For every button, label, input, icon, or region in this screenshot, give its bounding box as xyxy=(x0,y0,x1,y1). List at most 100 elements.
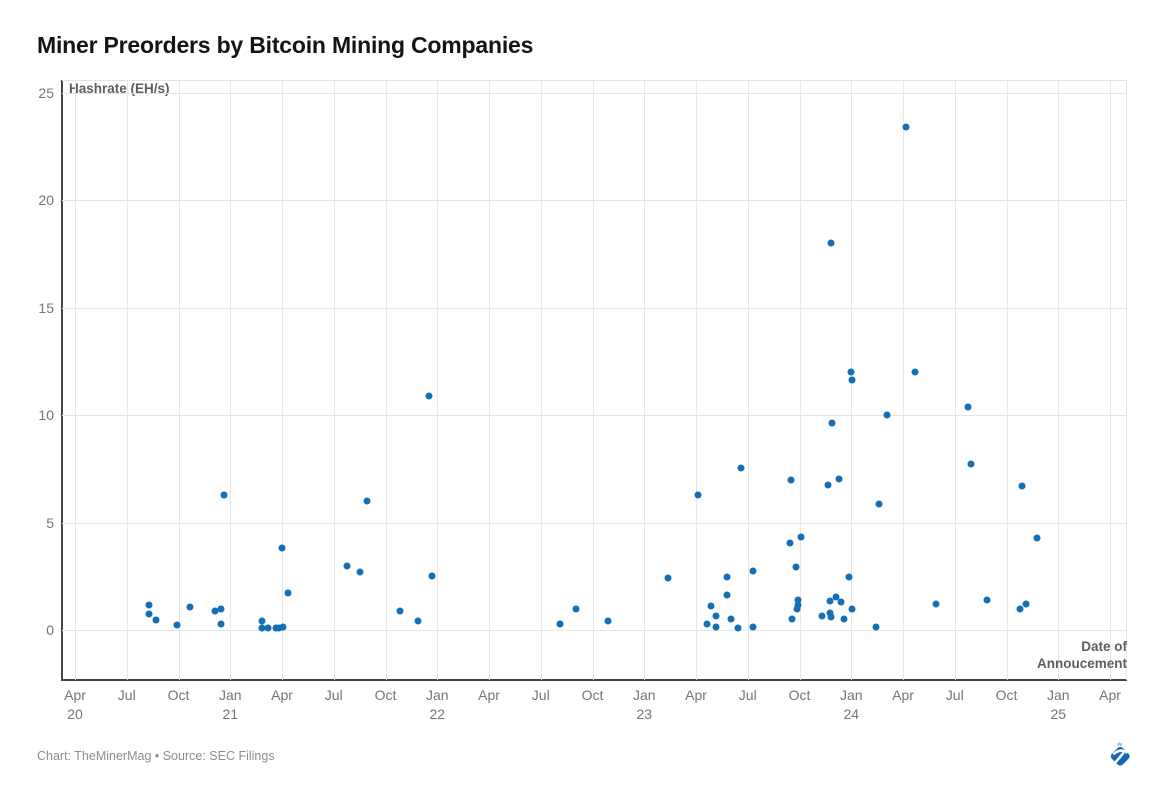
x-tick-month: Jul xyxy=(738,687,757,703)
data-point[interactable] xyxy=(983,596,991,604)
gridline-vertical xyxy=(903,80,904,680)
data-point[interactable] xyxy=(872,623,880,631)
data-point[interactable] xyxy=(428,572,436,580)
data-point[interactable] xyxy=(883,411,891,419)
gridline-horizontal xyxy=(62,307,1127,309)
data-point[interactable] xyxy=(845,573,853,581)
gridline-vertical xyxy=(1110,80,1111,680)
x-tick-label: Jan 24 xyxy=(840,686,863,724)
data-point[interactable] xyxy=(703,620,711,628)
y-tick-label: 10 xyxy=(38,407,54,424)
data-point[interactable] xyxy=(832,593,840,601)
x-tick-month: Apr xyxy=(64,687,86,703)
data-point[interactable] xyxy=(737,464,745,472)
data-point[interactable] xyxy=(278,544,286,552)
data-point[interactable] xyxy=(186,603,194,611)
x-tick-month: Apr xyxy=(892,687,914,703)
data-point[interactable] xyxy=(211,607,219,615)
data-point[interactable] xyxy=(787,476,795,484)
x-tick-month: Jul xyxy=(324,687,343,703)
theminermag-pickaxe-logo[interactable] xyxy=(1104,740,1136,772)
data-point[interactable] xyxy=(727,615,735,623)
data-point[interactable] xyxy=(145,601,153,609)
data-point[interactable] xyxy=(797,533,805,541)
data-point[interactable] xyxy=(723,573,731,581)
data-point[interactable] xyxy=(572,605,580,613)
data-point[interactable] xyxy=(911,368,919,376)
data-point[interactable] xyxy=(848,376,856,384)
data-point[interactable] xyxy=(425,392,433,400)
x-tick-month: Oct xyxy=(788,687,811,703)
y-tick-label: 0 xyxy=(46,622,54,638)
gridline-vertical xyxy=(75,80,76,680)
data-point[interactable] xyxy=(220,491,228,499)
data-point[interactable] xyxy=(827,239,835,247)
data-point[interactable] xyxy=(788,615,796,623)
data-point[interactable] xyxy=(694,491,702,499)
data-point[interactable] xyxy=(707,602,715,610)
data-point[interactable] xyxy=(848,605,856,613)
data-point[interactable] xyxy=(1018,482,1026,490)
data-point[interactable] xyxy=(556,620,564,628)
data-point[interactable] xyxy=(828,419,836,427)
x-tick-year: 21 xyxy=(222,706,239,722)
data-point[interactable] xyxy=(272,624,280,632)
data-point[interactable] xyxy=(396,607,404,615)
y-tick-label: 25 xyxy=(38,85,54,101)
data-point[interactable] xyxy=(712,623,720,631)
x-tick-label: Apr xyxy=(478,686,500,705)
data-point[interactable] xyxy=(279,623,287,631)
data-point[interactable] xyxy=(414,617,422,625)
data-point[interactable] xyxy=(1016,605,1024,613)
data-point[interactable] xyxy=(1022,600,1030,608)
data-point[interactable] xyxy=(902,123,910,131)
data-point[interactable] xyxy=(826,609,834,617)
data-point[interactable] xyxy=(793,605,801,613)
data-point[interactable] xyxy=(964,403,972,411)
data-point[interactable] xyxy=(363,497,371,505)
data-point[interactable] xyxy=(837,598,845,606)
data-point[interactable] xyxy=(827,613,835,621)
data-point[interactable] xyxy=(712,612,720,620)
data-point[interactable] xyxy=(967,460,975,468)
data-point[interactable] xyxy=(145,610,153,618)
gridline-vertical xyxy=(592,80,594,680)
data-point[interactable] xyxy=(664,574,672,582)
x-tick-month: Oct xyxy=(374,687,397,703)
data-point[interactable] xyxy=(343,562,351,570)
data-point[interactable] xyxy=(152,616,160,624)
data-point[interactable] xyxy=(792,563,800,571)
data-point[interactable] xyxy=(173,621,181,629)
data-point[interactable] xyxy=(875,500,883,508)
data-point[interactable] xyxy=(824,481,832,489)
x-tick-month: Jan xyxy=(632,687,656,703)
data-point[interactable] xyxy=(275,624,283,632)
data-point[interactable] xyxy=(835,475,843,483)
data-point[interactable] xyxy=(749,567,757,575)
data-point[interactable] xyxy=(264,624,272,632)
gridline-vertical xyxy=(385,80,387,680)
data-point[interactable] xyxy=(826,597,834,605)
x-tick-label: Oct xyxy=(375,686,397,705)
data-point[interactable] xyxy=(734,624,742,632)
gridline-vertical xyxy=(954,80,956,680)
data-point[interactable] xyxy=(786,539,794,547)
data-point[interactable] xyxy=(604,617,612,625)
data-point[interactable] xyxy=(258,617,266,625)
logo-crown-icon xyxy=(1116,741,1123,747)
data-point[interactable] xyxy=(794,596,802,604)
data-point[interactable] xyxy=(818,612,826,620)
data-point[interactable] xyxy=(932,600,940,608)
data-point[interactable] xyxy=(258,624,266,632)
data-point[interactable] xyxy=(217,620,225,628)
data-point[interactable] xyxy=(356,568,364,576)
x-tick-label: Apr xyxy=(271,686,293,705)
data-point[interactable] xyxy=(217,605,225,613)
data-point[interactable] xyxy=(749,623,757,631)
gridline-vertical xyxy=(644,80,646,680)
data-point[interactable] xyxy=(840,615,848,623)
data-point[interactable] xyxy=(1033,534,1041,542)
data-point[interactable] xyxy=(284,589,292,597)
data-point[interactable] xyxy=(723,591,731,599)
data-point[interactable] xyxy=(847,368,855,376)
